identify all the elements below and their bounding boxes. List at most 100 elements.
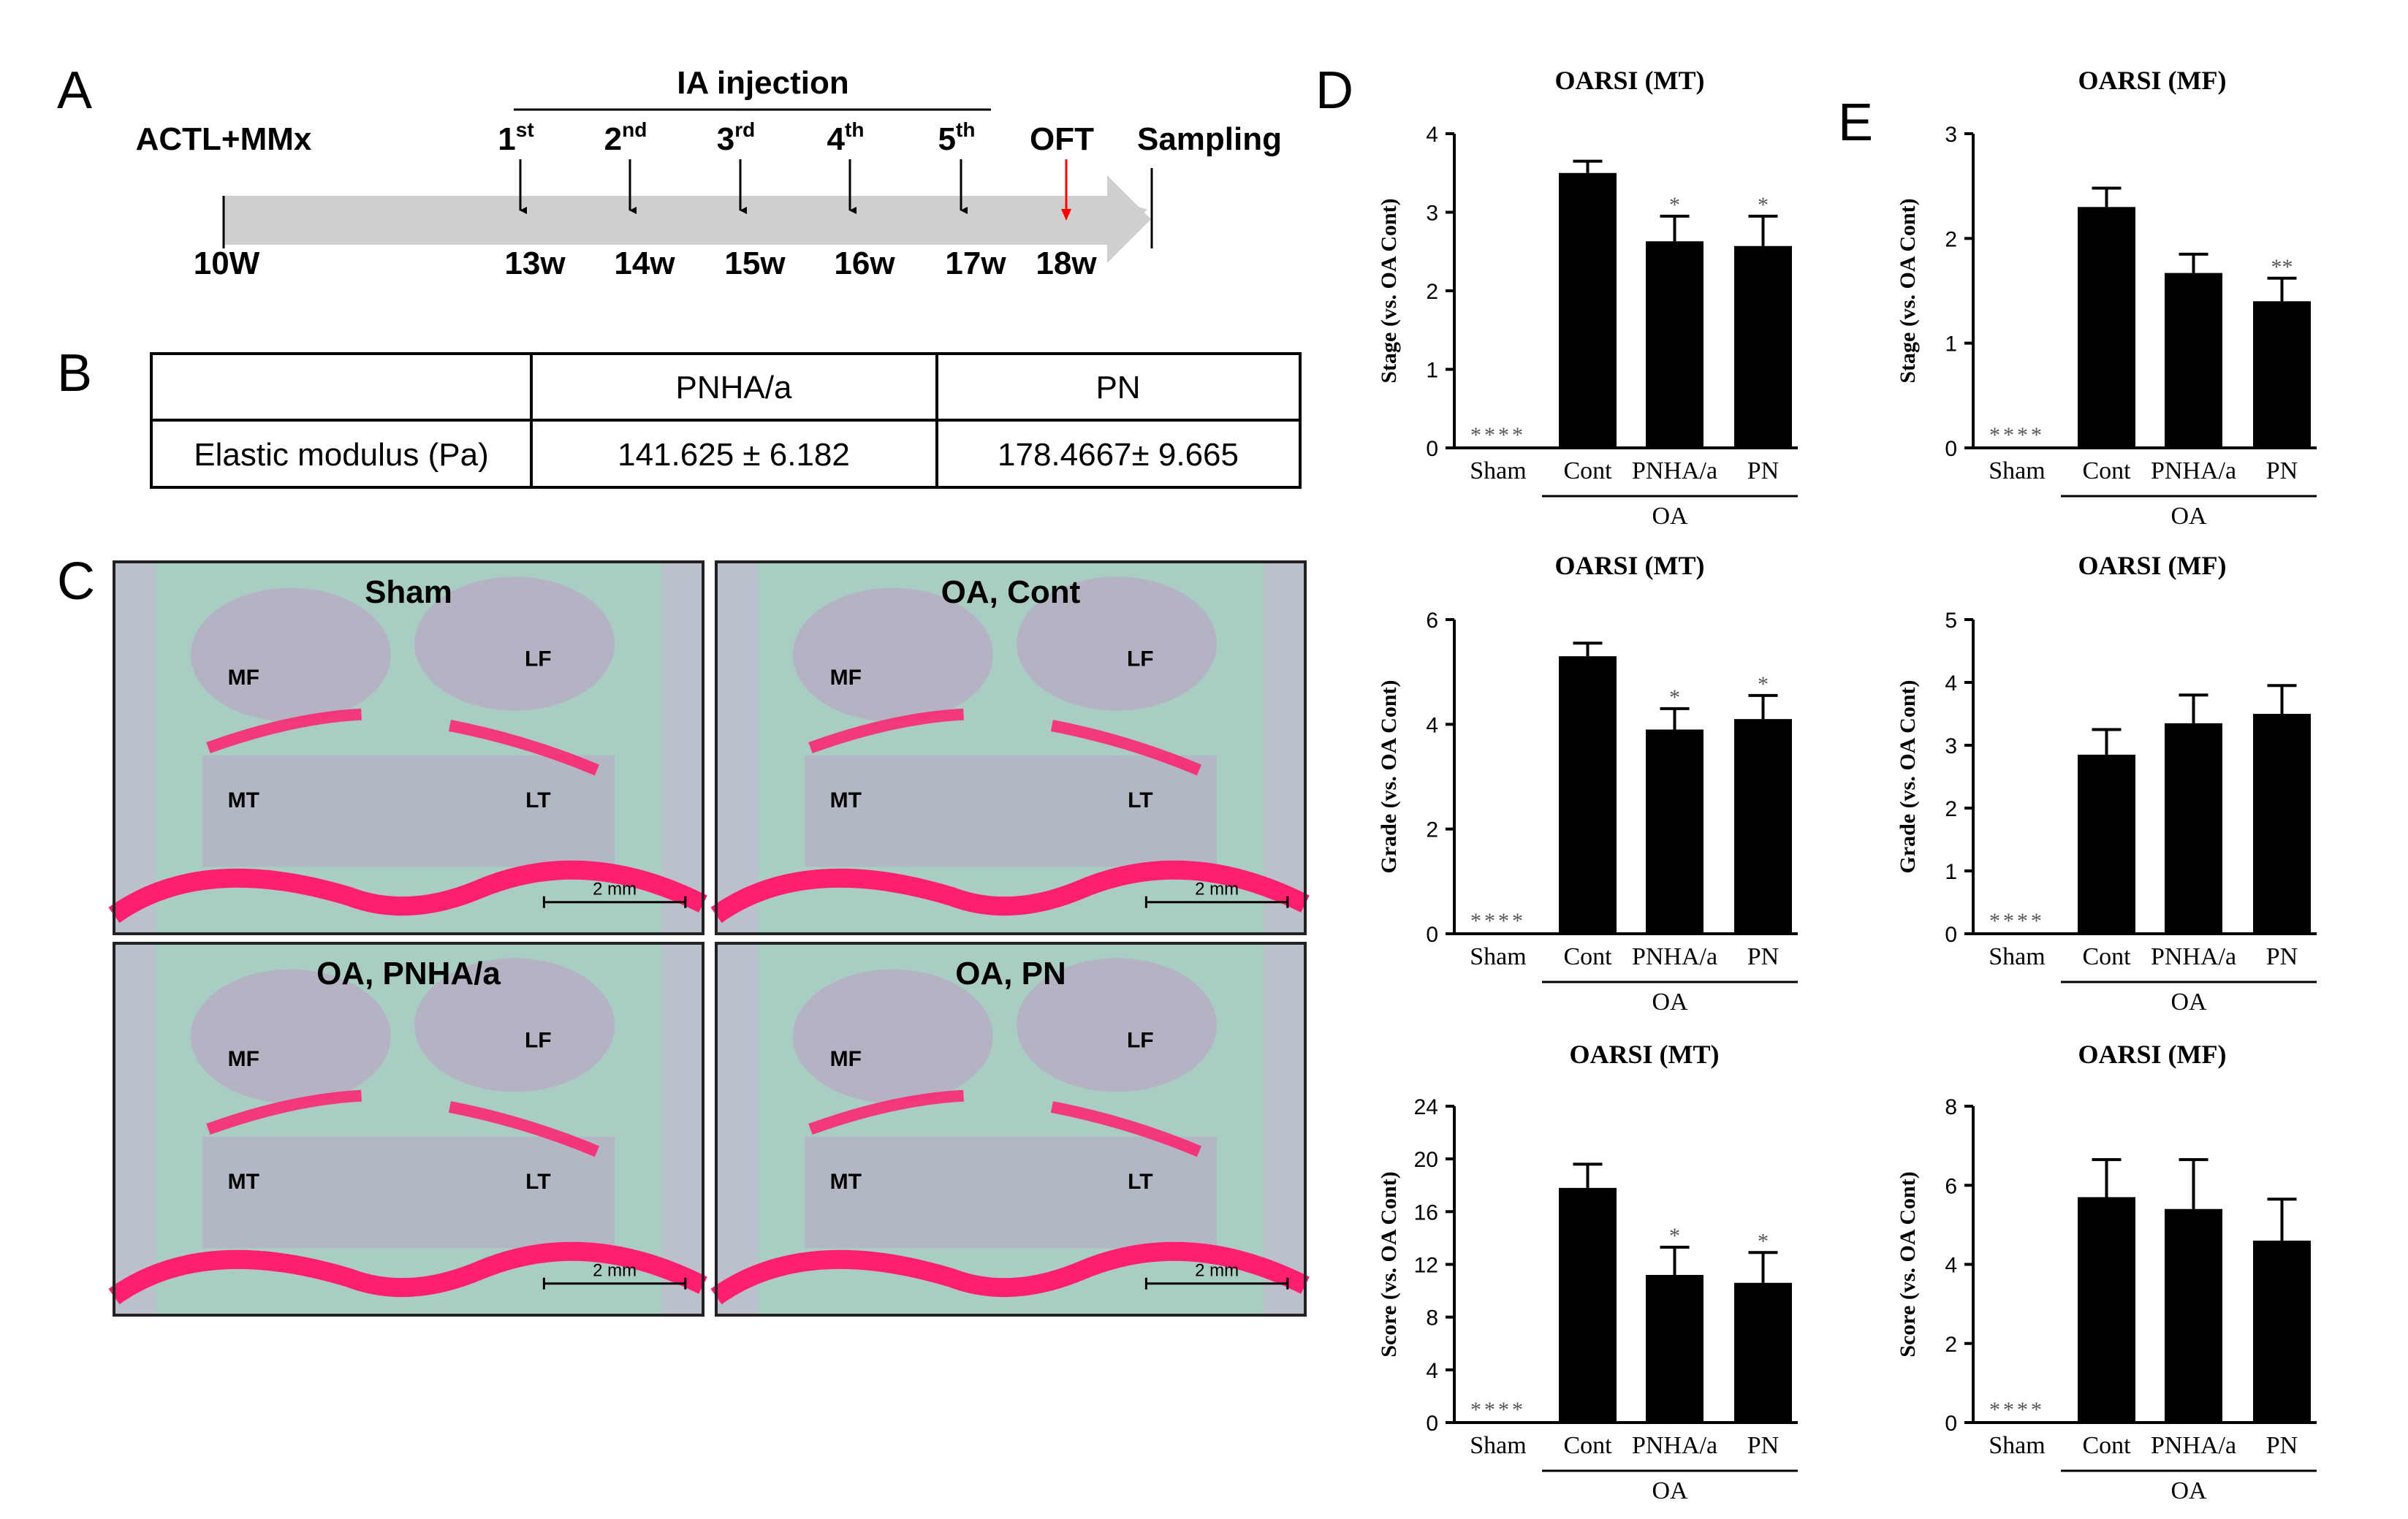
bar: [1734, 245, 1792, 448]
category-label: PN: [1747, 943, 1779, 970]
significance-marker: ****: [1470, 423, 1526, 447]
y-axis-label: Stage (vs. OA Cont): [1377, 198, 1401, 383]
oft-arrowhead: [1061, 209, 1071, 221]
timeline-panel: IA injection ACTL+MMx 10W OFT 18w Sampli…: [136, 65, 1282, 281]
bar-chart: OARSI (MF) 0 2 4 6 8 Score (vs. OA Cont) **** Sh…: [1896, 1040, 2317, 1504]
group-label: OA: [1652, 1477, 1688, 1504]
bar-chart: OARSI (MF) 0 1 2 3 4 5 Grade (vs. OA Cont) **** S…: [1896, 551, 2317, 1016]
chart-title: OARSI (MT): [1555, 551, 1705, 580]
timeline-arrowhead: [1107, 175, 1151, 263]
bar: [2165, 723, 2222, 934]
injection-label: 2nd: [604, 118, 647, 157]
growth-plate: [108, 860, 707, 924]
injection-week: 13w: [504, 245, 566, 281]
group-label: OA: [1652, 989, 1688, 1016]
category-label: Cont: [2082, 943, 2131, 970]
histology-frame: [113, 942, 704, 1317]
significance-marker: ****: [1989, 909, 2045, 933]
y-tick-label: 2: [1426, 818, 1438, 842]
y-tick-label: 0: [1426, 437, 1438, 461]
bar: [1559, 172, 1617, 448]
significance-marker: **: [2271, 255, 2293, 279]
category-label: Sham: [1989, 943, 2045, 970]
soft-tissue: [114, 562, 156, 934]
injection-week: 14w: [614, 245, 675, 281]
group-label: OA: [2170, 989, 2207, 1016]
category-label: PNHA/a: [2151, 1432, 2236, 1459]
soft-tissue: [661, 943, 703, 1315]
growth-plate: [710, 1241, 1310, 1305]
bar: [1734, 719, 1792, 934]
table-header-pn: PN: [1095, 370, 1140, 406]
category-label: PN: [2266, 457, 2298, 484]
anatomy-label: LT: [1128, 1170, 1152, 1194]
significance-marker: *: [1669, 1224, 1680, 1248]
oft-label: OFT: [1030, 121, 1094, 157]
bar: [2253, 714, 2311, 934]
category-label: PN: [1747, 457, 1779, 484]
y-tick-label: 8: [1945, 1095, 1957, 1119]
cartilage-layer: [1050, 1101, 1202, 1157]
bar: [2165, 273, 2222, 448]
y-axis-label: Grade (vs. OA Cont): [1896, 680, 1920, 874]
category-label: PNHA/a: [2151, 457, 2236, 484]
y-tick-label: 8: [1426, 1306, 1438, 1330]
table-header-pnha: PNHA/a: [676, 370, 792, 406]
y-tick-label: 0: [1945, 1412, 1957, 1436]
femoral-condyle: [190, 969, 391, 1103]
anatomy-label: LF: [525, 647, 552, 671]
category-label: Sham: [1470, 943, 1526, 970]
significance-marker: ****: [1470, 1398, 1526, 1422]
histology-image: Sham MF LF MT LT 2 mm: [108, 560, 707, 935]
bar: [1734, 1282, 1792, 1423]
injection-week: 17w: [945, 245, 1006, 281]
cartilage-layer: [1050, 720, 1202, 776]
injection-week: 15w: [724, 245, 786, 281]
femoral-condyle: [1017, 958, 1218, 1092]
y-tick-label: 6: [1426, 609, 1438, 633]
femoral-condyle: [792, 969, 993, 1103]
anatomy-label: LF: [525, 1029, 552, 1053]
significance-marker: *: [1758, 193, 1769, 217]
cartilage-layer: [206, 1089, 362, 1135]
cartilage-layer: [448, 1101, 600, 1157]
anatomy-label: MF: [228, 1047, 259, 1071]
y-tick-label: 4: [1426, 1359, 1438, 1383]
y-tick-label: 3: [1945, 734, 1957, 758]
soft-tissue: [1264, 943, 1305, 1315]
scale-bar-label: 2 mm: [1195, 1261, 1239, 1281]
y-tick-label: 2: [1945, 797, 1957, 821]
bar-chart: OARSI (MF) 0 1 2 3 Stage (vs. OA Cont) **** Sha…: [1896, 66, 2317, 530]
growth-plate: [710, 860, 1310, 924]
histology-frame: [715, 560, 1307, 935]
chart-title: OARSI (MT): [1555, 66, 1705, 95]
histology-image: OA, PN MF LF MT LT 2 mm: [710, 942, 1310, 1317]
bar: [2078, 754, 2135, 934]
y-tick-label: 16: [1414, 1200, 1438, 1225]
bar-chart: OARSI (MT) 0 2 4 6 Grade (vs. OA Cont) **** Sha…: [1377, 551, 1798, 1016]
anatomy-label: LT: [525, 1170, 550, 1194]
elastic-modulus-table: PNHA/a PN Elastic modulus (Pa) 141.625 ±…: [150, 352, 1302, 489]
category-label: Cont: [2082, 1432, 2131, 1459]
cartilage-layer: [206, 708, 362, 754]
bar: [2078, 207, 2135, 448]
anatomy-label: LF: [1127, 1029, 1154, 1053]
injection-label: 4th: [827, 118, 865, 157]
panel-label-c: C: [57, 552, 95, 611]
bar: [2165, 1208, 2222, 1423]
y-tick-label: 0: [1426, 923, 1438, 947]
anatomy-label: MF: [228, 666, 259, 690]
category-label: Sham: [1470, 1432, 1526, 1459]
y-tick-label: 5: [1945, 609, 1957, 633]
category-label: Cont: [1563, 1432, 1612, 1459]
anatomy-label: MT: [830, 788, 862, 812]
anatomy-label: MF: [830, 1047, 862, 1071]
y-tick-label: 3: [1426, 202, 1438, 226]
y-tick-label: 0: [1945, 923, 1957, 947]
y-tick-label: 4: [1945, 1254, 1957, 1278]
significance-marker: *: [1669, 685, 1680, 709]
panel-label-e: E: [1838, 94, 1873, 152]
femoral-condyle: [1017, 576, 1218, 711]
anatomy-label: MT: [228, 788, 259, 812]
